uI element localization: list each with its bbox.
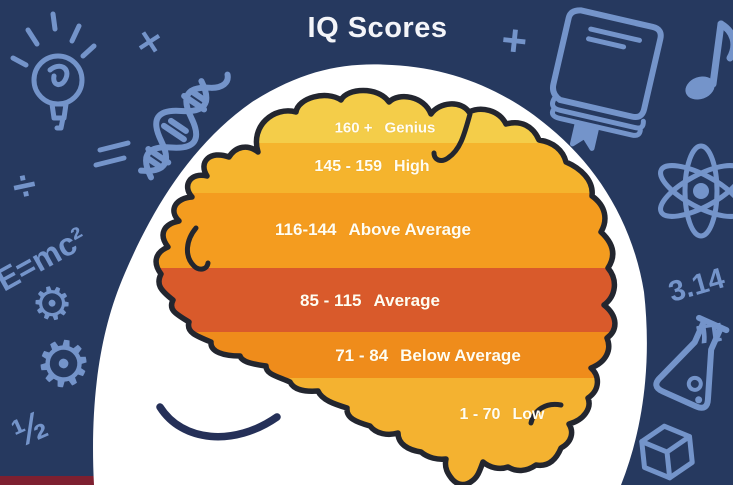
range-genius: 160 + <box>334 119 373 137</box>
label-low: 1 - 70 Low <box>460 406 545 424</box>
category-average: Average <box>373 291 440 310</box>
book-icon <box>549 7 664 151</box>
range-low: 1 - 70 <box>459 406 501 423</box>
range-average: 85 - 115 <box>300 291 362 310</box>
flask-icon <box>653 314 730 411</box>
lightbulb-icon <box>10 11 131 168</box>
dna-icon <box>138 71 231 181</box>
cube-icon <box>639 423 695 481</box>
range-below-average: 71 - 84 <box>335 346 389 365</box>
label-below-average: 71 - 84 Below Average <box>335 346 521 366</box>
category-genius: Genius <box>384 119 436 137</box>
label-genius: 160 + Genius <box>335 120 436 137</box>
closed-eye <box>156 403 281 441</box>
category-low: Low <box>512 406 545 423</box>
brain-creases <box>185 111 564 426</box>
category-below-average: Below Average <box>400 346 521 365</box>
plus-icon: + <box>499 15 530 66</box>
accent-bar <box>0 476 162 485</box>
band-average <box>156 268 615 332</box>
band-above-average <box>156 193 615 268</box>
category-above-average: Above Average <box>348 220 471 239</box>
gear-icon-large: ⚙ <box>30 325 97 404</box>
music-note-icon <box>685 20 733 100</box>
atom-icon <box>658 143 733 239</box>
label-high: 145 - 159 High <box>314 158 429 176</box>
label-above-average: 116-144 Above Average <box>275 220 471 240</box>
label-average: 85 - 115 Average <box>300 291 440 311</box>
brain-outline <box>153 87 618 485</box>
category-high: High <box>394 158 430 175</box>
range-high: 145 - 159 <box>314 158 383 175</box>
range-above-average: 116-144 <box>275 220 337 239</box>
page-title: IQ Scores <box>307 12 448 44</box>
